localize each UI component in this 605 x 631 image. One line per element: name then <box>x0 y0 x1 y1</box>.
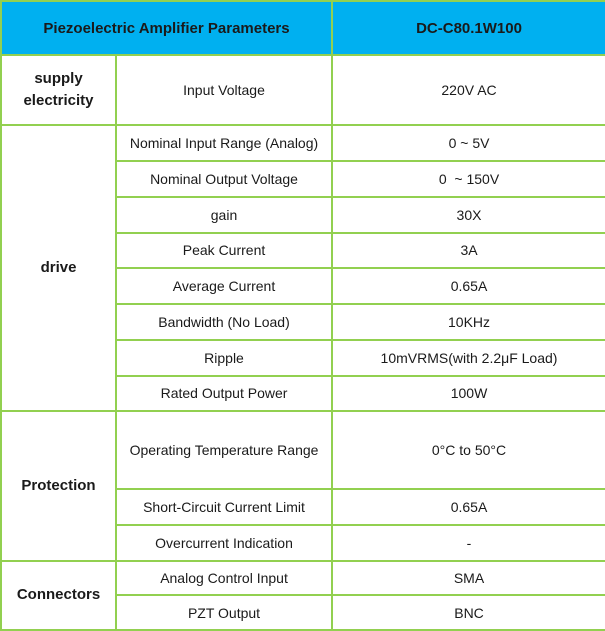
parameter-name: Operating Temperature Range <box>114 410 334 491</box>
parameter-value: BNC <box>331 594 605 631</box>
parameter-name: Input Voltage <box>114 53 334 127</box>
table-row: PZT Output BNC <box>1 594 605 631</box>
table-row: Bandwidth (No Load) 10KHz <box>1 303 605 341</box>
table-row: supply electricity Input Voltage 220V AC <box>0 53 605 127</box>
parameter-value: 3A <box>331 231 605 270</box>
group-label: supply electricity <box>0 53 117 127</box>
parameter-name: Peak Current <box>114 231 334 270</box>
header-row: Piezoelectric Amplifier Parameters DC-C8… <box>0 0 605 56</box>
table-row: Connectors Analog Control Input SMA <box>0 559 605 631</box>
parameter-name: Ripple <box>114 338 334 377</box>
parameter-value: 0 ~ 150V <box>331 160 605 198</box>
parameter-value: 220V AC <box>331 53 605 127</box>
parameter-name: Nominal Output Voltage <box>114 160 334 198</box>
table-row: Overcurrent Indication - <box>1 523 605 562</box>
table-row: Peak Current 3A <box>1 231 605 270</box>
group-label: Connectors <box>0 559 117 631</box>
table-row: Nominal Output Voltage 0 ~ 150V <box>1 160 605 198</box>
table-row: gain 30X <box>1 195 605 234</box>
parameter-value: 0.65A <box>331 488 605 526</box>
table-row: Short-Circuit Current Limit 0.65A <box>1 488 605 526</box>
parameter-name: Rated Output Power <box>114 374 334 413</box>
parameter-value: - <box>331 523 605 562</box>
group-label: drive <box>0 124 117 413</box>
parameter-name: Nominal Input Range (Analog) <box>114 124 334 163</box>
parameter-name: Average Current <box>114 267 334 306</box>
table-row: Protection Operating Temperature Range 0°C… <box>0 410 605 562</box>
parameter-name: Analog Control Input <box>114 559 334 597</box>
parameter-value: 0 ~ 5V <box>331 124 605 163</box>
parameter-name: Short-Circuit Current Limit <box>114 488 334 526</box>
table-row: Rated Output Power 100W <box>1 374 605 413</box>
parameter-name: gain <box>114 195 334 234</box>
table-row: Ripple 10mVRMS(with 2.2μF Load) <box>1 338 605 377</box>
group-label: Protection <box>0 410 117 562</box>
parameter-value: 10KHz <box>331 303 605 341</box>
parameter-value: 0.65A <box>331 267 605 306</box>
table-title: Piezoelectric Amplifier Parameters <box>0 0 334 56</box>
parameter-value: SMA <box>331 559 605 597</box>
table-row: Average Current 0.65A <box>1 267 605 306</box>
parameter-value: 30X <box>331 195 605 234</box>
parameter-name: Bandwidth (No Load) <box>114 303 334 341</box>
parameter-value: 10mVRMS(with 2.2μF Load) <box>331 338 605 377</box>
parameter-name: PZT Output <box>114 594 334 631</box>
table-row: drive Nominal Input Range (Analog) 0 ~ 5V <box>0 124 605 413</box>
model-number: DC-C80.1W100 <box>331 0 605 56</box>
parameter-name: Overcurrent Indication <box>114 523 334 562</box>
parameter-value: 100W <box>331 374 605 413</box>
parameter-value: 0°C to 50°C <box>331 410 605 491</box>
